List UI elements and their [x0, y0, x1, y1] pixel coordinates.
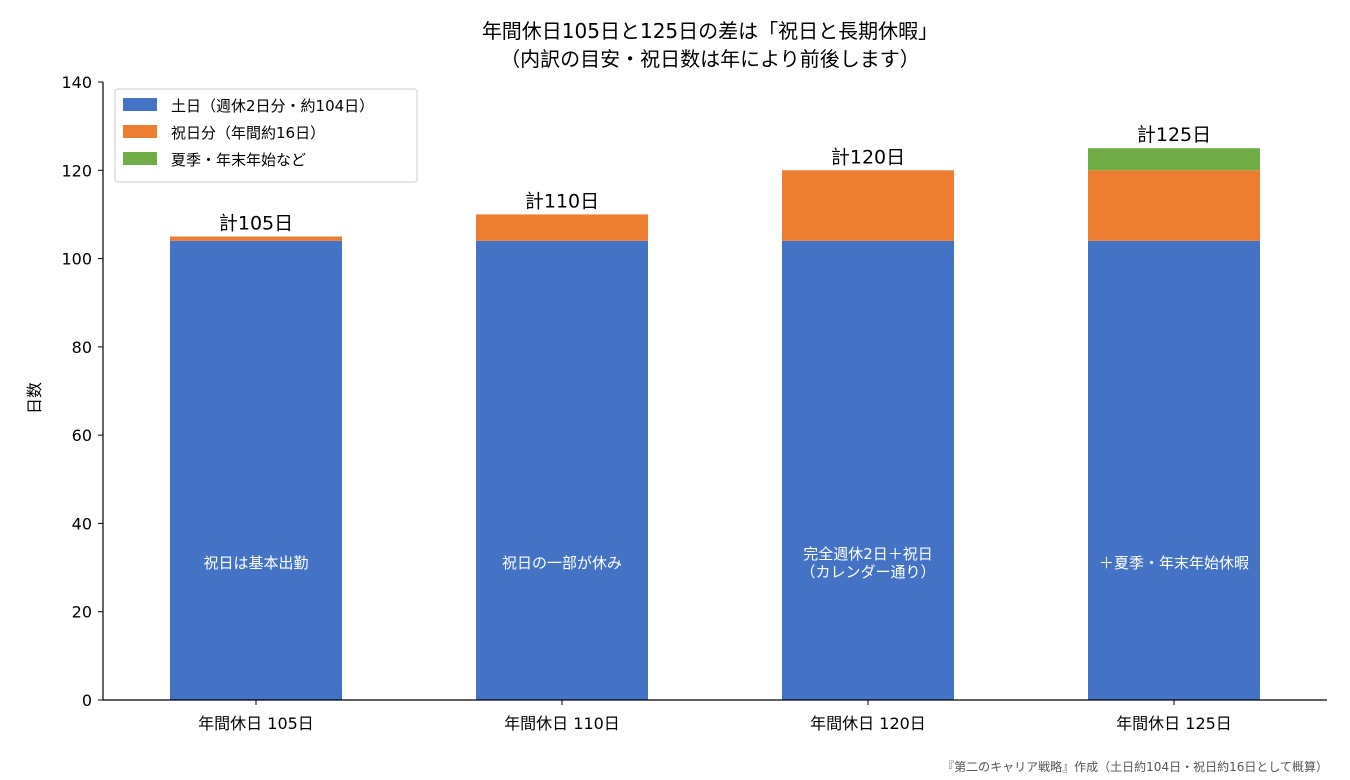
legend-box [114, 88, 418, 183]
inner-label-4-line-1: ＋夏季・年末年始休暇 [1099, 554, 1249, 572]
chart-title: 年間休日105日と125日の差は「祝日と長期休暇」 （内訳の目安・祝日数は年によ… [482, 19, 938, 71]
y-axis-label: 日数 [25, 382, 44, 414]
y-tick-label-5: 80 [72, 338, 92, 357]
bar-segment-3-category-4 [1088, 148, 1260, 171]
bar-segment-1-category-4 [1088, 240, 1260, 700]
legend-swatch-1 [123, 98, 157, 111]
inner-label-3-line-2: （カレンダー通り） [800, 563, 935, 581]
y-tick-label-2: 20 [72, 603, 92, 622]
total-label-2: 計110日 [525, 190, 599, 212]
legend-label-1: 土日（週休2日分・約104日） [171, 97, 374, 115]
inner-label-3-line-1: 完全週休2日＋祝日 [803, 545, 933, 563]
x-tick-label-1: 年間休日 105日 [198, 714, 314, 733]
chart-title-line-2: （内訳の目安・祝日数は年により前後します） [500, 47, 920, 71]
x-tick-label-4: 年間休日 125日 [1116, 714, 1232, 733]
bar-segment-1-category-1 [170, 240, 342, 700]
legend-swatch-3 [123, 152, 157, 165]
bar-segment-2-category-2 [476, 214, 648, 241]
bars-layer [170, 148, 1260, 700]
legend-swatch-2 [123, 125, 157, 138]
y-tick-label-7: 120 [61, 161, 92, 180]
legend-label-3: 夏季・年末年始など [171, 151, 306, 169]
bar-segment-2-category-3 [782, 170, 954, 241]
y-tick-label-6: 100 [61, 250, 92, 269]
bar-segment-2-category-4 [1088, 170, 1260, 241]
axes-layer: 年間休日 105日 年間休日 110日 年間休日 120日 年間休日 125日 0 20 4… [61, 73, 1327, 733]
x-tick-label-3: 年間休日 120日 [810, 714, 926, 733]
total-label-4: 計125日 [1137, 124, 1211, 146]
x-tick-label-2: 年間休日 110日 [504, 714, 620, 733]
y-tick-label-3: 40 [72, 514, 92, 533]
y-tick-label-1: 0 [82, 691, 92, 710]
source-note: 『第二のキャリア戦略』作成（土日約104日・祝日約16日として概算） [942, 759, 1328, 774]
total-label-1: 計105日 [219, 213, 293, 235]
bar-segment-2-category-1 [170, 236, 342, 241]
legend-label-2: 祝日分（年間約16日） [171, 124, 325, 142]
total-label-3: 計120日 [831, 146, 905, 168]
chart-title-line-1: 年間休日105日と125日の差は「祝日と長期休暇」 [482, 19, 938, 43]
bar-segment-1-category-3 [782, 240, 954, 700]
inner-label-1-line-1: 祝日は基本出勤 [203, 554, 308, 572]
y-tick-label-4: 60 [72, 426, 92, 445]
bar-segment-1-category-2 [476, 240, 648, 700]
legend: 土日（週休2日分・約104日） 祝日分（年間約16日） 夏季・年末年始など [114, 88, 418, 183]
y-tick-label-8: 140 [61, 73, 92, 92]
inner-label-2-line-1: 祝日の一部が休み [502, 554, 622, 572]
